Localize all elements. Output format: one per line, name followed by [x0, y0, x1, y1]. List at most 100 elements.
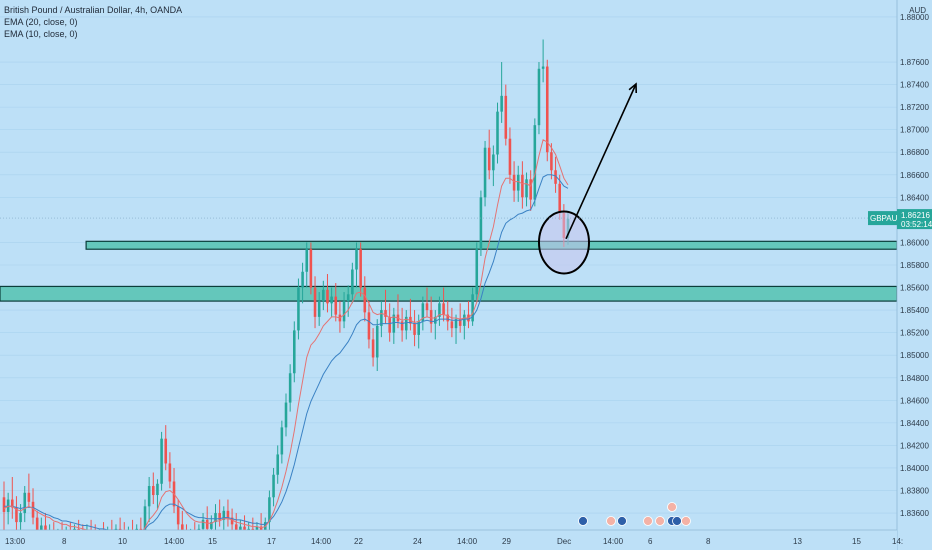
ema20-line [4, 174, 569, 532]
candle-body [550, 152, 553, 171]
support-zone-1[interactable] [85, 240, 898, 250]
time-tick-label: 14:00 [457, 537, 478, 546]
event-icon-dot[interactable] [667, 502, 677, 512]
candle-body [181, 524, 184, 532]
trend-arrow-head[interactable] [628, 82, 638, 94]
legend-ema20[interactable]: EMA (20, close, 0) [4, 17, 78, 27]
price-tick-label: 1.87400 [900, 81, 929, 90]
candle-body [537, 68, 541, 126]
candle-body [363, 287, 367, 313]
candle-body [309, 249, 313, 288]
candle-body [288, 373, 292, 403]
event-icon-dot[interactable] [681, 516, 691, 526]
symbol-badge[interactable] [868, 211, 897, 226]
time-axis[interactable]: 13:00 8 10 14:00 15 17 14:00 22 24 14:00 29 Dec 14:0… [0, 529, 903, 550]
candle-body [210, 522, 213, 529]
candle-body [15, 507, 18, 523]
event-icon-dot[interactable] [672, 516, 682, 526]
candle-body [268, 497, 271, 523]
candle-body [504, 95, 508, 139]
support-zone-2[interactable] [0, 285, 898, 302]
price-tick-label: 1.86800 [900, 148, 929, 157]
event-icon-dot[interactable] [655, 516, 665, 526]
candle-body [23, 492, 27, 514]
candle-body [417, 321, 420, 335]
candle-body [276, 454, 279, 475]
legend-title[interactable]: British Pound / Australian Dollar, 4h, O… [4, 5, 183, 15]
price-tick-label: 1.85600 [900, 284, 929, 293]
annotations[interactable] [538, 82, 638, 275]
time-tick-label: 8 [706, 537, 711, 546]
event-icon-dot[interactable] [617, 516, 627, 526]
symbol-badge-label: GBPAUD [870, 214, 903, 223]
candle-body [392, 314, 396, 333]
event-icon-dot[interactable] [606, 516, 616, 526]
candle-body [168, 463, 172, 482]
event-icons[interactable] [578, 502, 691, 526]
candle-body [160, 438, 163, 484]
candle-body [425, 303, 429, 311]
candle-body [156, 483, 159, 496]
candle-body [234, 524, 238, 532]
candle-body [380, 310, 383, 326]
candle-body [500, 95, 503, 112]
highlight-circle[interactable] [538, 210, 590, 275]
candle-body [259, 526, 263, 532]
event-icon[interactable] [681, 516, 691, 526]
price-axis-background [897, 0, 932, 550]
candle-body [446, 314, 450, 322]
candle-body [272, 474, 275, 498]
event-icon[interactable] [672, 516, 682, 526]
event-icon[interactable] [617, 516, 627, 526]
candle-body [201, 519, 205, 529]
price-tick-label: 1.85000 [900, 351, 929, 360]
price-tick-label: 1.84000 [900, 464, 929, 473]
time-tick-label: 6 [648, 537, 653, 546]
price-tick-label: 1.87600 [900, 58, 929, 67]
time-tick-label: 14: [892, 537, 903, 546]
candle-body [205, 519, 209, 529]
candle-body [355, 249, 358, 270]
event-icon[interactable] [578, 516, 588, 526]
candle-body [317, 301, 321, 317]
event-icon[interactable] [606, 516, 616, 526]
candle-body [541, 66, 545, 69]
candle-body [359, 249, 362, 288]
candle-body [384, 310, 387, 317]
price-tick-label: 1.88000 [900, 13, 929, 22]
candle-body [545, 66, 549, 153]
price-tick-label: 1.84200 [900, 441, 929, 450]
candle-body [479, 197, 483, 250]
candle-body [280, 427, 284, 455]
price-tick-label: 1.85800 [900, 261, 929, 270]
candle-body [6, 499, 10, 512]
price-badge[interactable] [897, 209, 932, 230]
candle-body [35, 517, 39, 532]
candle-body [438, 303, 441, 317]
time-tick-label: 14:00 [603, 537, 624, 546]
time-tick-label: Dec [557, 537, 571, 546]
candle-body [400, 321, 404, 331]
trend-arrow-line[interactable] [565, 83, 637, 240]
candle-body [463, 314, 466, 326]
candle-body [533, 125, 537, 200]
event-icon-dot[interactable] [578, 516, 588, 526]
time-tick-label: 10 [118, 537, 127, 546]
time-tick-label: 15 [208, 537, 217, 546]
candle-body [434, 316, 437, 324]
candle-body [496, 111, 499, 155]
candle-body [487, 147, 491, 171]
time-tick-label: 14:00 [311, 537, 332, 546]
candle-body [483, 147, 487, 198]
candle-body [27, 492, 31, 502]
price-tick-label: 1.83800 [900, 487, 929, 496]
event-icon-dot[interactable] [643, 516, 653, 526]
candle-body [222, 510, 226, 520]
candle-body [471, 294, 474, 322]
legend-ema10[interactable]: EMA (10, close, 0) [4, 29, 78, 39]
candle-body [152, 486, 155, 496]
event-icon[interactable] [643, 516, 653, 526]
event-icon[interactable] [655, 516, 665, 526]
